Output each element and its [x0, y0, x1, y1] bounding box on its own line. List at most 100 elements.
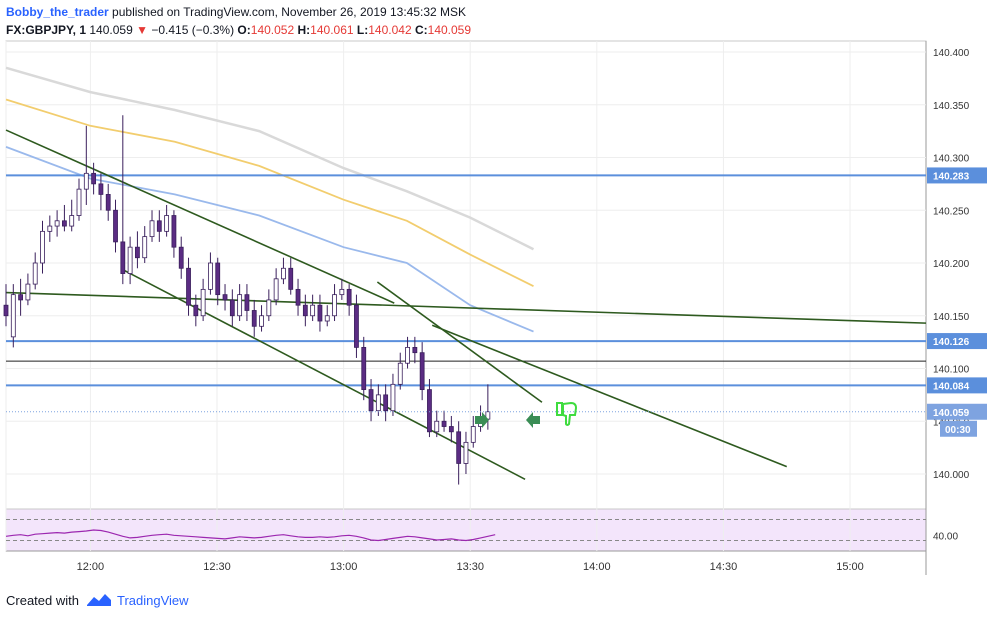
- candle-body: [200, 288, 206, 317]
- price-level-tag-label: 140.126: [933, 337, 970, 348]
- countdown-tag: [940, 420, 977, 437]
- price-tick-label: 140.200: [933, 259, 970, 270]
- candle-body: [83, 172, 89, 190]
- candle-body: [244, 294, 250, 311]
- price-level-tag: [927, 333, 987, 350]
- thumbs-down-outline: [556, 401, 578, 426]
- symbol-label[interactable]: FX:GBPJPY, 1: [6, 23, 87, 37]
- candle-body: [10, 294, 16, 338]
- author-name[interactable]: Bobby_the_trader: [6, 5, 109, 19]
- candle-body: [448, 426, 454, 433]
- change-value: −0.415 (−0.3%): [151, 23, 235, 37]
- high-label: H:: [297, 23, 311, 37]
- candle-body: [273, 278, 279, 301]
- price-tick-label: 140.400: [933, 48, 970, 59]
- candle-body: [383, 394, 389, 412]
- last-price-value: 140.059: [89, 23, 133, 37]
- candle-body: [76, 188, 82, 216]
- countdown-tag-label: 00:30: [945, 425, 971, 436]
- candle-body: [368, 389, 374, 412]
- candle-body: [412, 346, 418, 354]
- price-level-tag: [927, 167, 987, 184]
- low-label: L:: [356, 23, 369, 37]
- time-tick-label: 13:00: [330, 561, 358, 573]
- candle-body: [3, 304, 9, 317]
- candle-body: [193, 304, 199, 317]
- candle-body: [281, 267, 286, 280]
- price-tick-label: 140.150: [933, 312, 970, 323]
- rsi-level-label: 40.00: [933, 531, 958, 542]
- candle-body: [127, 246, 133, 274]
- candle-body: [295, 288, 301, 306]
- candle-body: [354, 304, 359, 348]
- candle-body: [332, 294, 337, 317]
- tradingview-logo-icon: [86, 593, 112, 610]
- candle-body: [317, 304, 323, 322]
- footer: Created with TradingView: [6, 593, 189, 610]
- close-value: 140.059: [427, 23, 472, 37]
- close-label: C:: [414, 23, 428, 37]
- candle-body: [142, 236, 148, 259]
- candle-body: [164, 215, 170, 232]
- time-tick-label: 14:00: [583, 561, 611, 573]
- published-text: published on TradingView.com, November 2…: [112, 5, 467, 19]
- candle-body: [120, 241, 126, 274]
- trend-line: [431, 324, 788, 468]
- price-tick-label: 140.100: [933, 365, 970, 376]
- candle-body: [229, 299, 235, 317]
- candle-body: [470, 426, 476, 443]
- candle-body: [237, 294, 243, 317]
- candle-body: [149, 220, 155, 238]
- candle-body: [266, 299, 272, 317]
- price-level-tag-label: 140.283: [933, 171, 970, 182]
- left-arrow-icon: [526, 412, 540, 428]
- rsi-line: [5, 529, 496, 542]
- candle-body: [215, 262, 221, 296]
- candle-body: [441, 420, 447, 427]
- time-tick-label: 14:30: [710, 561, 738, 573]
- candle-body: [310, 304, 316, 317]
- candle-body: [346, 288, 352, 306]
- price-tick-label: 140.250: [933, 206, 970, 217]
- candle-body: [405, 346, 410, 364]
- candle-body: [324, 315, 330, 322]
- time-tick-label: 13:30: [456, 561, 484, 573]
- candle-body: [456, 431, 462, 464]
- candle-body: [434, 420, 440, 433]
- last-price-tag: [927, 403, 987, 420]
- candle-body: [390, 383, 396, 412]
- candle-body: [171, 215, 177, 248]
- candle-body: [186, 267, 191, 306]
- open-label: O:: [237, 23, 251, 37]
- down-arrow-icon: ▼: [136, 23, 148, 37]
- candle-body: [339, 288, 345, 296]
- time-tick-label: 12:00: [77, 561, 105, 573]
- high-value: 140.061: [310, 23, 354, 37]
- low-value: 140.042: [368, 23, 412, 37]
- candle-body: [463, 441, 469, 464]
- main-pane: [5, 40, 927, 510]
- candle-body: [259, 315, 264, 327]
- candle-body: [47, 225, 53, 232]
- candle-body: [98, 183, 104, 195]
- tradingview-link[interactable]: TradingView: [117, 593, 189, 608]
- candle-body: [208, 262, 213, 290]
- candle-body: [302, 304, 308, 317]
- candle-body: [105, 194, 111, 211]
- price-level-tag: [927, 377, 987, 394]
- candle-body: [419, 352, 425, 390]
- candle-body: [251, 310, 257, 327]
- price-level-tag-label: 140.084: [933, 381, 970, 392]
- chart-attribution: Bobby_the_trader published on TradingVie…: [6, 5, 466, 19]
- trend-line: [376, 281, 543, 403]
- candle-body: [397, 362, 403, 385]
- right-arrow-icon: [475, 412, 489, 428]
- candle-body: [375, 394, 381, 412]
- candle-body: [113, 209, 118, 243]
- price-tick-label: 140.350: [933, 101, 970, 112]
- candle-body: [40, 230, 45, 264]
- candle-body: [91, 172, 97, 185]
- candle-body: [178, 246, 184, 269]
- candle-body: [18, 294, 24, 301]
